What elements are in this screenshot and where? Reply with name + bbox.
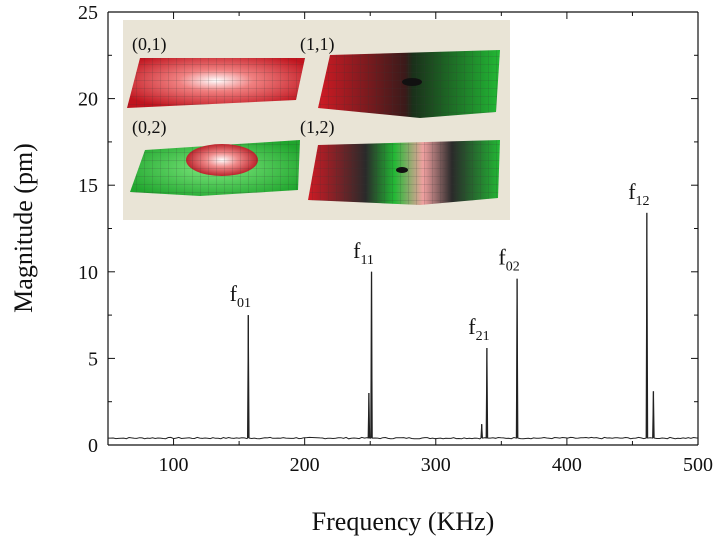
peak-label: f01 xyxy=(230,281,251,311)
mode-label-11: (1,1) xyxy=(300,34,335,55)
peak-label: f02 xyxy=(498,245,519,275)
mode-01-surface xyxy=(127,58,305,108)
peak-annotations: f01 f11 f21 f02 f12 xyxy=(230,179,655,439)
y-tick-label: 15 xyxy=(78,175,98,197)
mode-12-surface xyxy=(308,140,500,205)
axis-ticks xyxy=(107,11,699,446)
spectrum-line xyxy=(107,212,699,440)
y-tick-label: 5 xyxy=(88,348,98,370)
x-tick-label: 300 xyxy=(421,454,451,476)
x-tick-label: 500 xyxy=(683,454,713,476)
mode-label-02: (0,2) xyxy=(132,117,167,138)
x-tick-label: 200 xyxy=(290,454,320,476)
x-tick-label: 400 xyxy=(552,454,582,476)
mode-shape-inset: (0,1) (1,1) (0,2) (1,2) xyxy=(123,20,510,220)
peak-label: f21 xyxy=(468,314,489,344)
y-tick-label: 0 xyxy=(88,435,98,457)
y-tick-label: 25 xyxy=(78,2,98,24)
mode-11-surface xyxy=(318,50,500,118)
y-tick-label: 10 xyxy=(78,262,98,284)
y-axis-title: Magnitude (pm) xyxy=(9,143,38,313)
x-tick-label: 100 xyxy=(159,454,189,476)
x-axis-title: Frequency (KHz) xyxy=(312,507,495,536)
y-tick-label: 20 xyxy=(78,89,98,111)
mode-label-12: (1,2) xyxy=(300,117,335,138)
peak-label: f12 xyxy=(628,179,649,209)
axis-tick-labels: 100 200 300 400 500 0 5 10 15 20 25 xyxy=(78,2,713,476)
mode-label-01: (0,1) xyxy=(132,34,167,55)
mode-02-surface xyxy=(130,140,300,196)
peak-label: f11 xyxy=(353,238,374,268)
